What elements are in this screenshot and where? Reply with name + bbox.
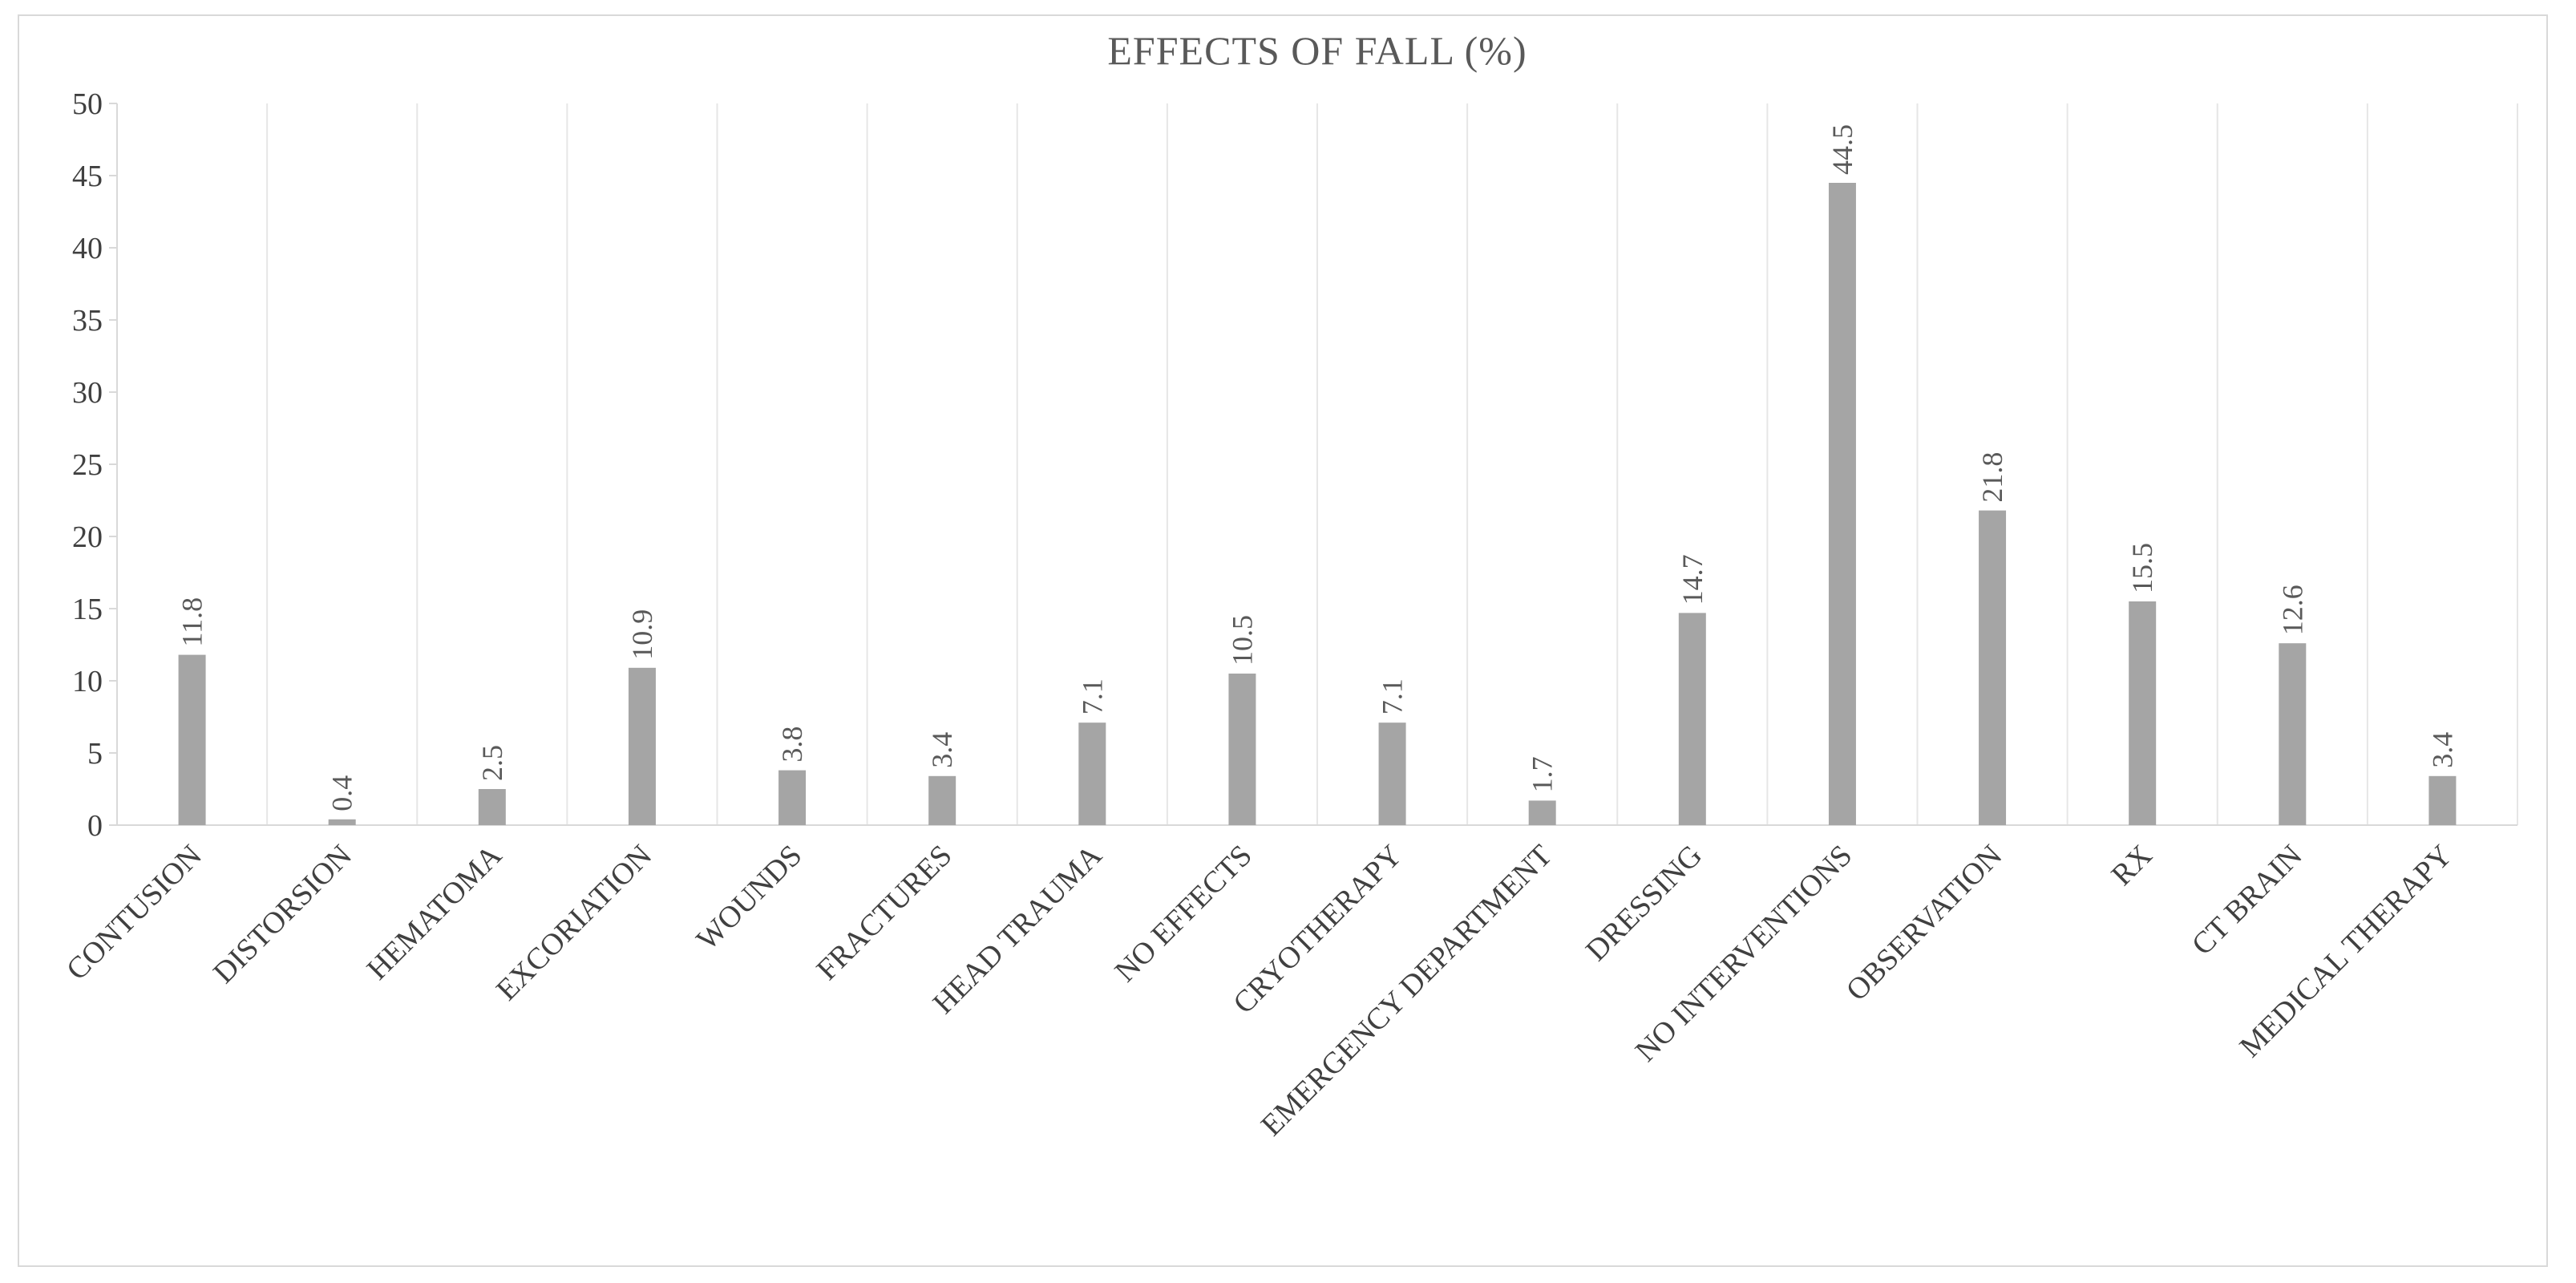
bar	[1828, 183, 1856, 825]
category-label: NO EFFECTS	[1109, 839, 1259, 989]
category-label: OBSERVATION	[1840, 839, 2009, 1008]
y-tick-label: 15	[72, 593, 103, 626]
data-label: 7.1	[1076, 678, 1108, 714]
data-label: 15.5	[2126, 543, 2158, 593]
data-label: 3.4	[2426, 732, 2458, 768]
y-tick-label: 50	[72, 87, 103, 121]
category-label: RX	[2105, 839, 2159, 892]
data-label: 11.8	[176, 597, 208, 647]
data-label: 14.7	[1676, 554, 1709, 605]
chart-title: EFFECTS OF FALL (%)	[1107, 28, 1527, 73]
bar	[178, 654, 206, 825]
bar	[1678, 613, 1706, 825]
y-tick-label: 20	[72, 520, 103, 554]
bar	[1078, 722, 1106, 825]
bar	[1378, 722, 1406, 825]
bar	[928, 775, 956, 825]
chart-frame: EFFECTS OF FALL (%) 11.8 0.4 2.5 10.9 3.8 3.4…	[18, 14, 2548, 1267]
y-tick-label: 35	[72, 304, 103, 338]
bar	[2279, 643, 2307, 825]
data-label: 0.4	[326, 775, 358, 811]
bar	[628, 667, 656, 825]
category-label: DISTORSION	[207, 839, 358, 990]
bar	[778, 770, 807, 825]
y-tick-label: 30	[72, 376, 103, 410]
y-tick-label: 45	[72, 160, 103, 193]
bar	[328, 819, 356, 825]
category-label: HEMATOMA	[361, 838, 509, 986]
y-tick-label: 10	[72, 665, 103, 698]
bar-chart: EFFECTS OF FALL (%) 11.8 0.4 2.5 10.9 3.8 3.4…	[60, 28, 2518, 1143]
y-tick-label: 40	[72, 232, 103, 265]
category-label: DRESSING	[1579, 839, 1709, 968]
bar	[2428, 775, 2457, 825]
category-label: CT BRAIN	[2186, 839, 2309, 962]
y-tick-label: 25	[72, 448, 103, 482]
data-label: 7.1	[1377, 678, 1409, 714]
bar	[2129, 601, 2157, 825]
bar	[478, 789, 506, 825]
bar	[1979, 510, 2007, 825]
category-label: WOUNDS	[690, 839, 809, 957]
bar	[1528, 800, 1556, 825]
category-label: FRACTURES	[811, 839, 959, 987]
data-label: 10.9	[626, 609, 658, 660]
data-label: 1.7	[1527, 756, 1559, 792]
category-label: EMERGENCY DEPARTMENT	[1255, 839, 1559, 1143]
category-label: EXCORIATION	[490, 839, 658, 1007]
data-label: 21.8	[1976, 452, 2008, 503]
data-label: 3.8	[776, 726, 808, 763]
data-label: 10.5	[1226, 615, 1258, 666]
data-label: 44.5	[1826, 124, 1858, 175]
category-label: CONTUSION	[60, 839, 208, 987]
bar	[1228, 674, 1256, 825]
y-tick-label: 0	[87, 809, 103, 843]
y-tick-label: 5	[87, 737, 103, 771]
data-label: 2.5	[476, 745, 508, 781]
data-label: 12.6	[2276, 585, 2308, 635]
data-label: 3.4	[926, 732, 958, 768]
